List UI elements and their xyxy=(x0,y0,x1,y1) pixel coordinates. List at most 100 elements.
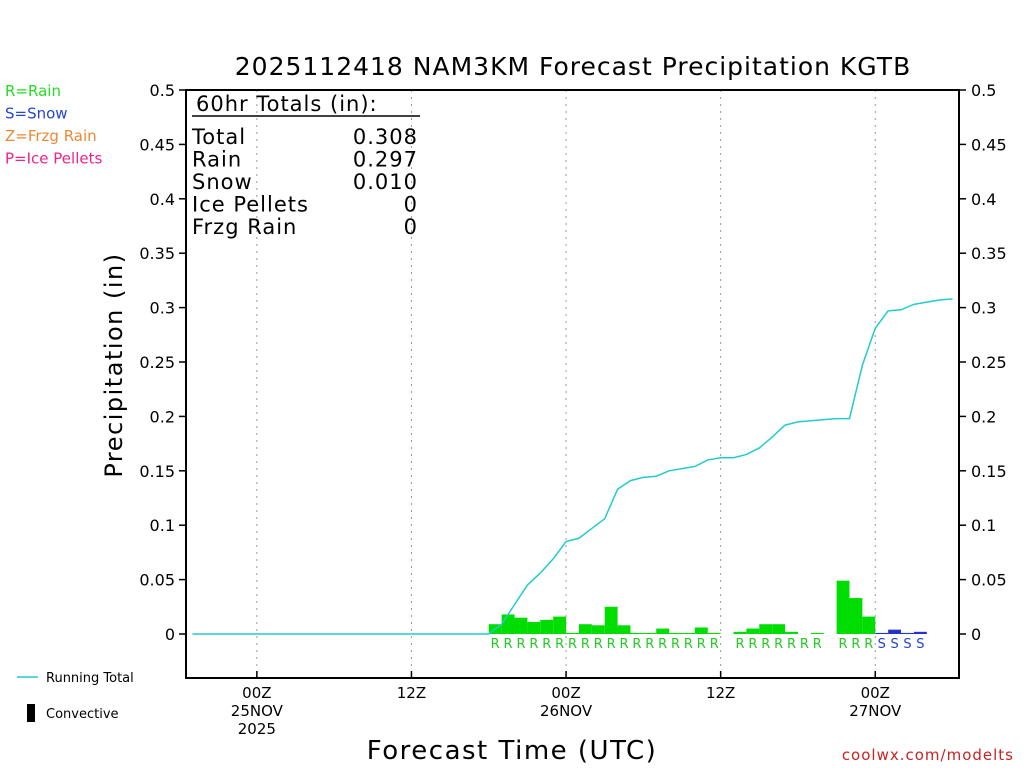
y-tick-label-left: 0.1 xyxy=(150,516,175,535)
precip-type-label: S xyxy=(916,637,924,652)
precip-bar xyxy=(862,616,876,634)
precip-bar xyxy=(733,631,747,634)
precip-bar xyxy=(604,606,618,634)
y-tick-label-left: 0.3 xyxy=(150,299,175,318)
type-legend-entry: P=Ice Pellets xyxy=(5,150,102,168)
precip-bar xyxy=(810,632,824,634)
convective-legend-label: Convective xyxy=(46,707,119,722)
precip-type-label: R xyxy=(632,637,641,652)
y-axis-label: Precipitation (in) xyxy=(100,252,128,477)
precip-type-label: S xyxy=(903,637,911,652)
precip-bar xyxy=(849,598,863,634)
y-tick-label-right: 0.45 xyxy=(971,135,1007,154)
y-tick-label-right: 0.35 xyxy=(971,244,1007,263)
running-total-legend-label: Running Total xyxy=(46,671,134,686)
precip-bar xyxy=(527,622,541,634)
precip-bar xyxy=(875,632,889,634)
precip-type-label: S xyxy=(890,637,898,652)
series-legend: Running Total Convective xyxy=(17,671,134,722)
precip-type-label: R xyxy=(851,637,860,652)
precip-type-label: R xyxy=(607,637,616,652)
totals-row-label: Total xyxy=(191,125,246,149)
totals-row-value: 0.308 xyxy=(353,125,418,149)
precip-type-label: R xyxy=(516,637,525,652)
precip-type-label: R xyxy=(581,637,590,652)
precip-type-legend: R=Rain S=Snow Z=Frzg Rain P=Ice Pellets xyxy=(5,82,102,168)
y-tick-label-left: 0.45 xyxy=(139,135,175,154)
y-tick-label-right: 0.1 xyxy=(971,516,996,535)
y-tick-label-left: 0.05 xyxy=(139,571,175,590)
x-axis-label: Forecast Time (UTC) xyxy=(367,736,658,766)
precip-type-label: R xyxy=(594,637,603,652)
totals-row-label: Rain xyxy=(192,148,242,172)
precip-bar xyxy=(566,632,579,634)
precip-type-label: R xyxy=(645,637,654,652)
y-tick-label-left: 0 xyxy=(165,625,175,644)
y-tick-label-left: 0.5 xyxy=(150,81,175,100)
y-tick-label-left: 0.35 xyxy=(139,244,175,263)
precip-bar xyxy=(540,619,554,634)
precip-type-label: R xyxy=(684,637,693,652)
totals-row-label: Frzg Rain xyxy=(192,215,297,239)
y-tick-label-left: 0.25 xyxy=(139,353,175,372)
precip-type-label: R xyxy=(504,637,513,652)
precip-type-label: R xyxy=(839,637,848,652)
y-tick-label-right: 0.5 xyxy=(971,81,996,100)
totals-row-label: Ice Pellets xyxy=(192,193,309,217)
precip-type-label: R xyxy=(491,637,500,652)
precip-bar xyxy=(785,631,798,634)
y-tick-label-left: 0.15 xyxy=(139,462,175,481)
precip-type-label: R xyxy=(555,637,564,652)
precip-bar xyxy=(617,625,631,634)
x-tick-label: 12Z xyxy=(706,684,735,702)
precip-bar xyxy=(772,624,786,634)
precip-type-label: R xyxy=(671,637,680,652)
y-tick-label-right: 0.2 xyxy=(971,407,996,426)
convective-swatch xyxy=(27,704,35,722)
chart-title: 2025112418 NAM3KM Forecast Precipitation… xyxy=(235,52,911,81)
precip-bar xyxy=(901,632,914,634)
totals-heading: 60hr Totals (in): xyxy=(196,92,378,116)
precip-bar xyxy=(514,617,528,634)
x-tick-label: 00Z xyxy=(551,684,580,702)
totals-row-label: Snow xyxy=(192,170,253,194)
precip-bar xyxy=(746,628,760,634)
precip-type-label: R xyxy=(658,637,667,652)
precip-bar xyxy=(888,629,902,634)
precip-bar xyxy=(836,580,850,634)
y-tick-label-left: 0.2 xyxy=(150,407,175,426)
precip-type-label: R xyxy=(697,637,706,652)
precip-type-label: S xyxy=(878,637,886,652)
precip-type-label: R xyxy=(568,637,577,652)
totals-row-value: 0.010 xyxy=(353,170,418,194)
totals-row-value: 0.297 xyxy=(353,148,418,172)
type-legend-entry: Z=Frzg Rain xyxy=(5,127,97,145)
x-tick-label: 12Z xyxy=(397,684,426,702)
precip-bar xyxy=(578,624,592,634)
precip-bar xyxy=(707,632,721,634)
y-axis-ticks: 0 0 0.05 0.05 0.1 0.1 0.15 0.15 0.2 0.2 0.25 0.25 0.… xyxy=(139,81,1006,644)
precip-bars xyxy=(488,580,927,634)
precip-type-label: R xyxy=(735,637,744,652)
totals-row-value: 0 xyxy=(404,215,418,239)
running-total-line xyxy=(192,298,953,635)
precip-bar xyxy=(553,616,567,634)
type-legend-entry: S=Snow xyxy=(5,105,68,123)
precip-type-label: R xyxy=(529,637,538,652)
precip-bar xyxy=(759,624,773,634)
precip-type-label: R xyxy=(774,637,783,652)
precip-type-label: R xyxy=(710,637,719,652)
plot-frame xyxy=(185,89,960,679)
precip-type-label: R xyxy=(620,637,629,652)
precip-bar xyxy=(694,627,708,634)
y-tick-label-right: 0.15 xyxy=(971,462,1007,481)
precip-bar xyxy=(669,632,683,634)
y-tick-label-right: 0.05 xyxy=(971,571,1007,590)
credit-link[interactable]: coolwx.com/modelts xyxy=(842,746,1014,764)
x-tick-label: 00Z xyxy=(242,684,271,702)
y-tick-label-right: 0.25 xyxy=(971,353,1007,372)
precip-type-label: R xyxy=(787,637,796,652)
precip-type-label: R xyxy=(542,637,551,652)
precip-bar xyxy=(643,632,657,634)
